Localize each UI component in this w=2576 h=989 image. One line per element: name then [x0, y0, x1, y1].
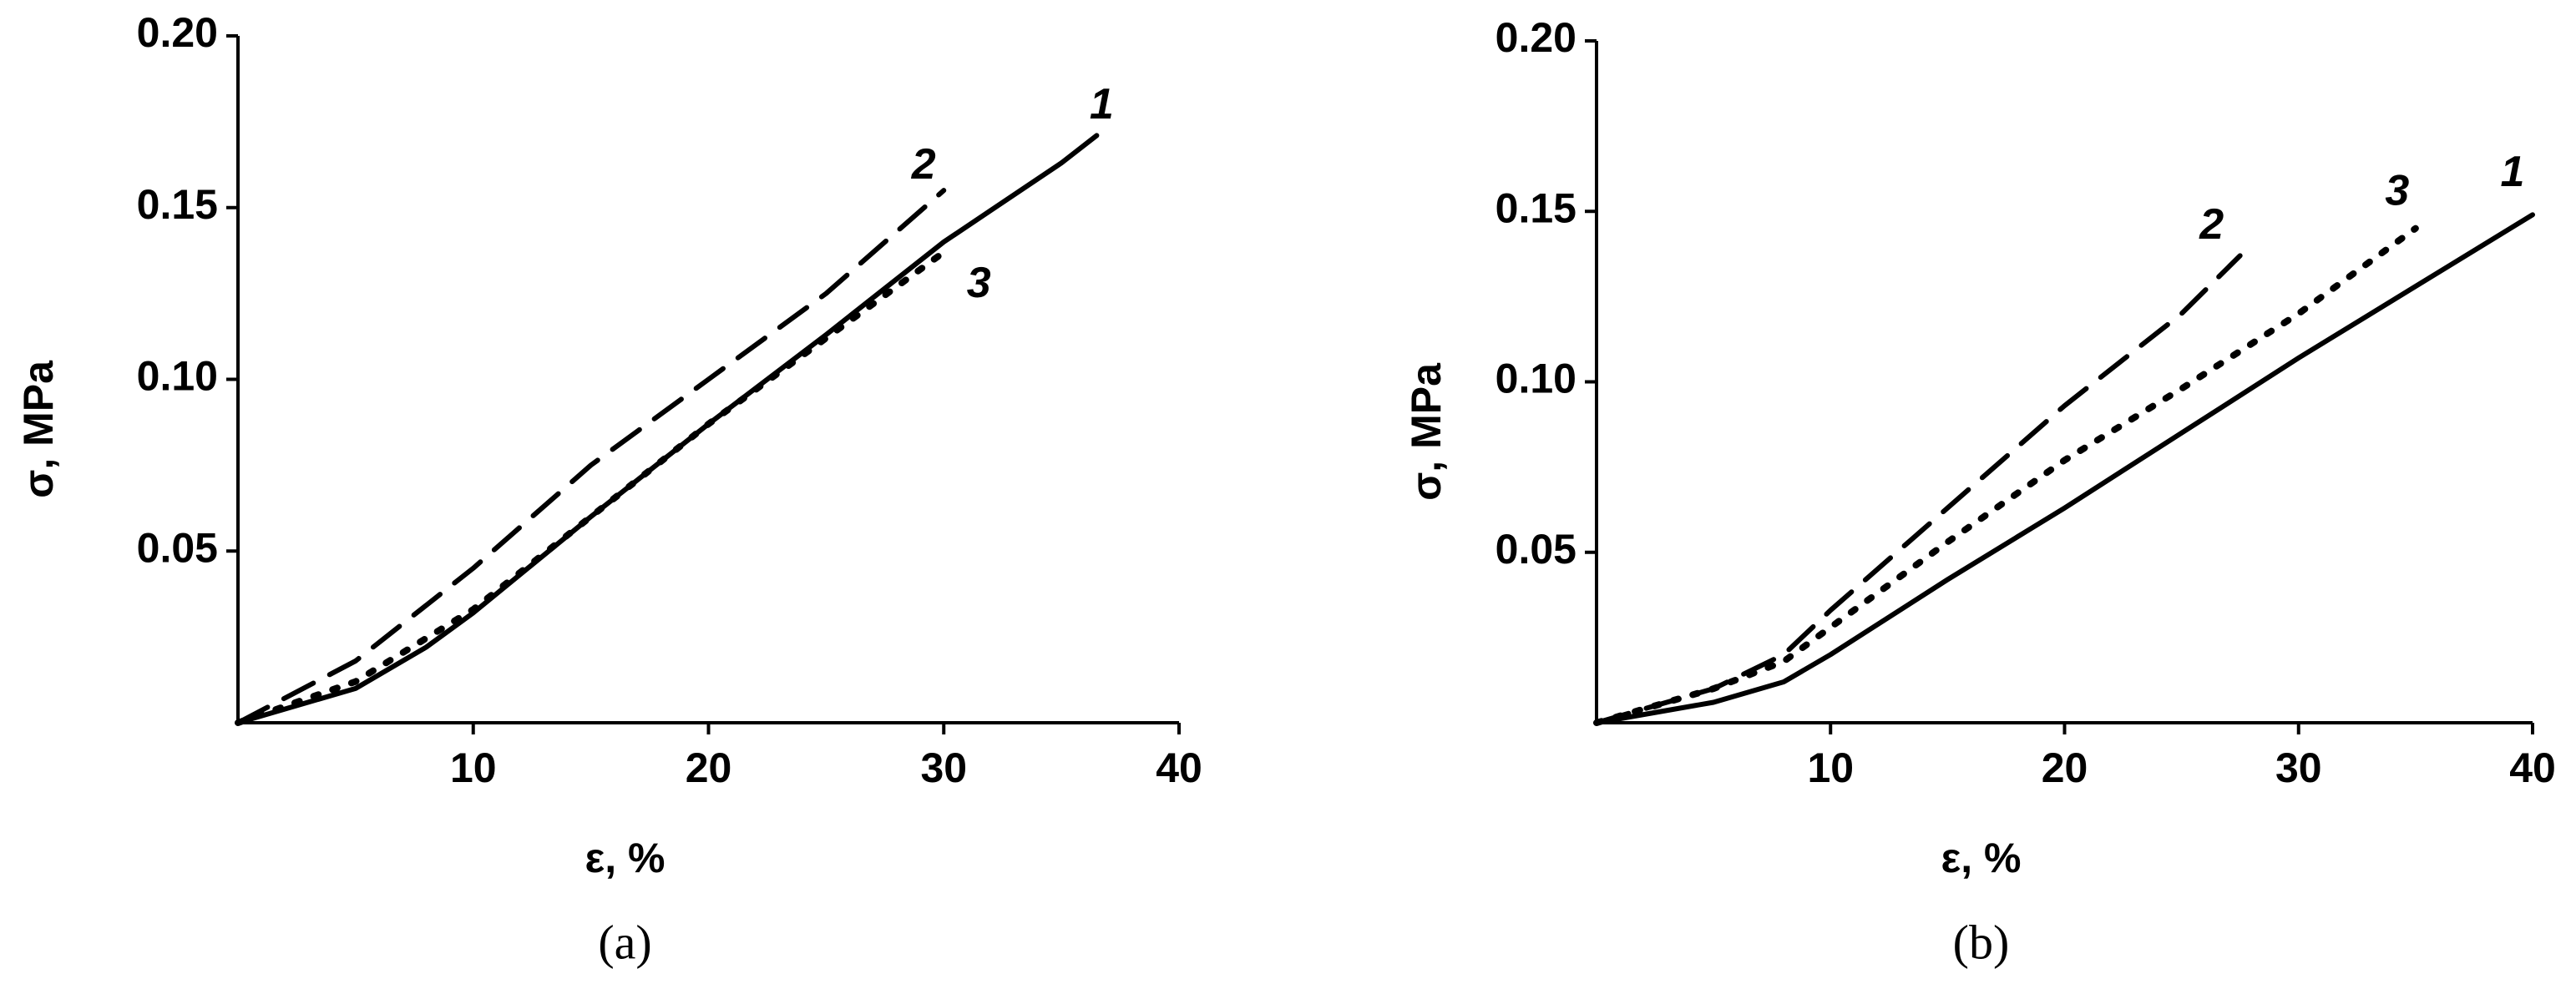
series-label: 3: [967, 259, 991, 307]
x-tick-label: 40: [1156, 744, 1202, 791]
y-tick-label: 0.05: [137, 524, 218, 571]
series-label: 1: [1090, 80, 1114, 129]
x-axis-title: ε, %: [585, 835, 666, 881]
y-tick-label: 0.10: [1495, 356, 1576, 402]
x-tick-label: 30: [2275, 744, 2322, 791]
y-axis-title: σ, MPa: [15, 360, 62, 498]
caption: (a): [598, 915, 651, 969]
y-tick-label: 0.20: [1495, 14, 1576, 61]
y-tick-label: 0.05: [1495, 526, 1576, 573]
x-tick-label: 20: [686, 744, 732, 791]
x-axis-title: ε, %: [1941, 835, 2022, 881]
series-line: [235, 249, 948, 726]
y-tick-label: 0.15: [137, 181, 218, 228]
x-tick-label: 10: [1807, 744, 1854, 791]
y-tick-label: 0.10: [137, 353, 218, 400]
x-tick-label: 20: [2042, 744, 2088, 791]
series-line: [1594, 253, 2243, 725]
series-label: 1: [2501, 148, 2525, 196]
series-line: [1594, 212, 2535, 725]
series-label: 2: [911, 140, 936, 189]
series-line: [1593, 225, 2419, 726]
series-line: [235, 133, 1100, 725]
series-line: [235, 188, 947, 725]
x-tick-label: 30: [920, 744, 967, 791]
y-tick-label: 0.15: [1495, 184, 1576, 231]
series-label: 3: [2385, 166, 2409, 214]
caption: (b): [1953, 915, 2010, 969]
series-label: 2: [2199, 200, 2224, 249]
x-tick-label: 10: [450, 744, 497, 791]
x-tick-label: 40: [2509, 744, 2556, 791]
y-axis-title: σ, MPa: [1403, 362, 1450, 501]
y-tick-label: 0.20: [137, 9, 218, 56]
